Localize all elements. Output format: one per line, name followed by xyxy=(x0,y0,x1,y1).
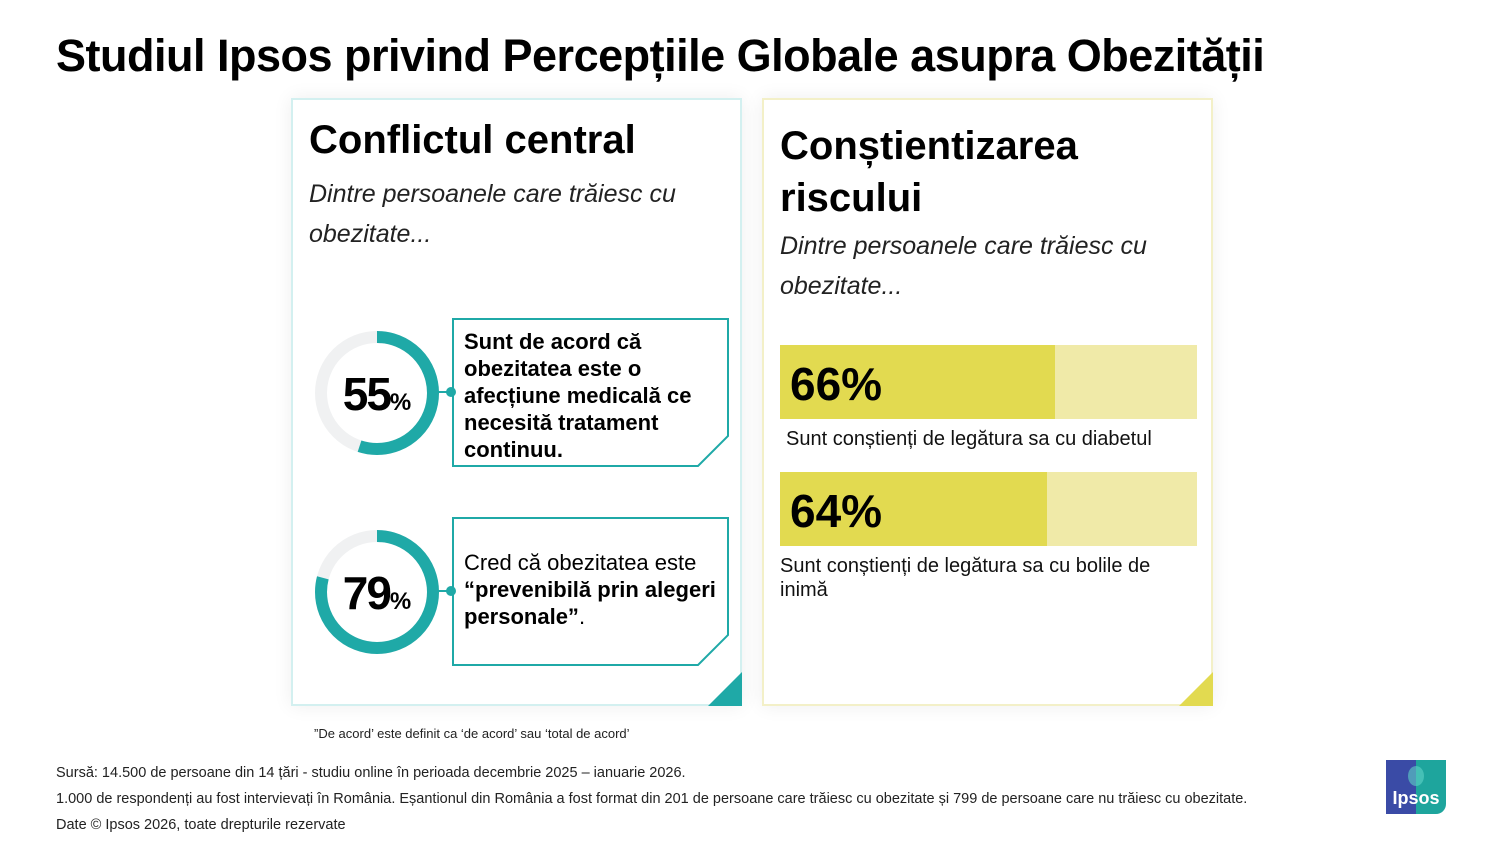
footnote: ”De acord’ este definit ca ‘de acord’ sa… xyxy=(314,726,630,741)
donut-value: 79% xyxy=(342,567,412,619)
source-line: Sursă: 14.500 de persoane din 14 țări - … xyxy=(56,765,686,781)
risk-awareness-card: Conștientizarea riscului Dintre persoane… xyxy=(762,98,1213,706)
bar-fill xyxy=(780,472,1047,546)
connector-dot xyxy=(434,387,456,397)
stat-box: Sunt de acord că obezitatea este o afecț… xyxy=(434,318,729,467)
donut-value: 55% xyxy=(342,368,412,420)
connector-dot xyxy=(434,586,456,596)
card-subtitle: Dintre persoanele care trăiesc cu obezit… xyxy=(780,232,1147,300)
card-title: Conflictul central xyxy=(309,118,636,162)
bar-heart-disease: 64% xyxy=(780,472,1197,546)
donut-arc xyxy=(315,530,439,654)
bar-label: Sunt conștienți de legătura sa cu bolile… xyxy=(780,555,1151,601)
card-title: Conștientizarea riscului xyxy=(780,124,1078,220)
corner-accent xyxy=(708,672,742,706)
copyright-line: Date © Ipsos 2026, toate drepturile reze… xyxy=(56,817,346,833)
page-title: Studiul Ipsos privind Percepțiile Global… xyxy=(56,30,1265,81)
stat-box: Cred că obezitatea este “prevenibilă pri… xyxy=(434,517,729,666)
bar-diabetes: 66% xyxy=(780,345,1197,419)
sample-line: 1.000 de respondenți au fost intervievaț… xyxy=(56,791,1248,807)
bar-label: Sunt conștienți de legătura sa cu diabet… xyxy=(786,428,1152,450)
donut-chart-55: 55% xyxy=(315,331,439,455)
donut-chart-79: 79% xyxy=(315,530,439,654)
stat-text: Sunt de acord că obezitatea este o afecț… xyxy=(464,329,692,462)
corner-accent xyxy=(1179,672,1213,706)
bar-fill xyxy=(780,345,1056,419)
bar-value: 64% xyxy=(790,485,883,537)
stat-text: Cred că obezitatea este “prevenibilă pri… xyxy=(464,550,716,629)
bar-value: 66% xyxy=(790,358,883,410)
central-conflict-card: Conflictul central Dintre persoanele car… xyxy=(291,98,742,706)
card-subtitle: Dintre persoanele care trăiesc cu obezit… xyxy=(309,180,676,248)
ipsos-logo: Ipsos xyxy=(1386,760,1446,814)
donut-arc xyxy=(315,331,439,455)
